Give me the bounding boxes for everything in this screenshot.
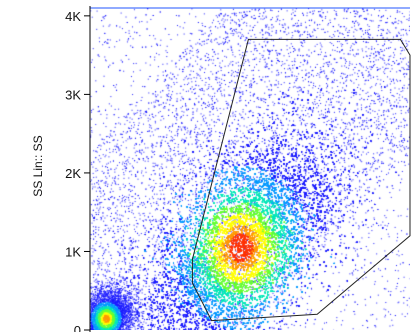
gate-layer [191, 38, 411, 322]
density-dots [90, 8, 410, 330]
y-tick-label: 4K [65, 9, 81, 24]
y-axis: 0 1K 2K 3K 4K [65, 6, 91, 332]
gate-polygon[interactable] [191, 38, 411, 322]
plot-area [90, 7, 410, 330]
y-tick-label: 2K [65, 166, 81, 181]
y-tick-label: 1K [65, 244, 81, 259]
y-tick-label: 0 [74, 323, 81, 332]
y-axis-title: SS Lin:: SS [31, 135, 45, 196]
density-canvas [90, 8, 410, 330]
y-tick-label: 3K [65, 87, 81, 102]
